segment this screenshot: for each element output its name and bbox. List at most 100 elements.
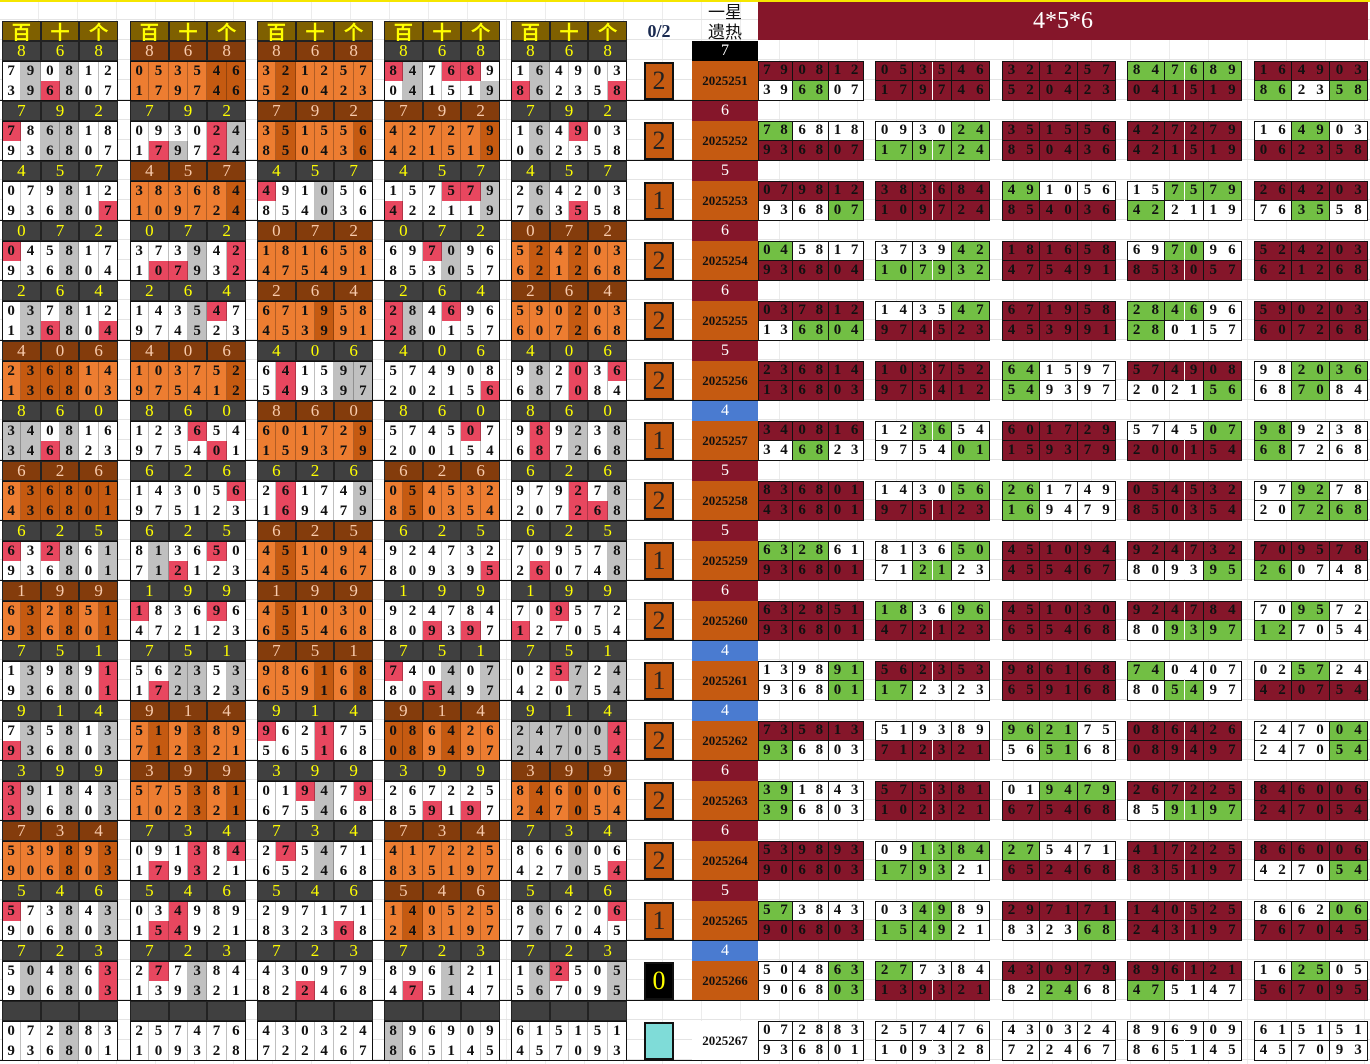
- digit-cell: 7: [40, 301, 60, 321]
- result-digit-cell: 2: [970, 261, 990, 281]
- result-digit-cell: 4: [1059, 261, 1078, 281]
- result-digit-cell: 9: [932, 241, 952, 261]
- digit-cell: 2: [569, 481, 589, 501]
- result-digit-cell: 9: [775, 801, 794, 821]
- digit-cell: 7: [569, 661, 589, 681]
- digit-cell: 4: [353, 541, 373, 561]
- digit-cell: 4: [315, 501, 335, 521]
- digit-cell: 8: [607, 141, 627, 161]
- digit-cell: 9: [2, 261, 22, 281]
- result-digit-cell: 0: [894, 361, 914, 381]
- result-digit-cell: 8: [1349, 501, 1368, 521]
- result-digit-cell: 1: [1040, 481, 1059, 501]
- digit-cell: 1: [2, 381, 22, 401]
- digit-cell: 8: [60, 241, 80, 261]
- result-digit-cell: 1: [1021, 781, 1040, 801]
- result-digit-cell: 1: [1040, 601, 1059, 621]
- digit-cell: 7: [480, 681, 500, 701]
- result-digit-cell: 6: [1349, 361, 1368, 381]
- digit-cell: 2: [207, 141, 227, 161]
- digit-cell: 3: [569, 81, 589, 101]
- digit-cell: 8: [60, 421, 80, 441]
- digit-cell: 0: [569, 361, 589, 381]
- column-header: 十: [422, 21, 462, 44]
- digit-cell: 9: [2, 1041, 22, 1061]
- digit-cell: 9: [442, 361, 462, 381]
- result-digit-cell: 2: [1311, 421, 1330, 441]
- result-digit-cell: 8: [811, 901, 829, 921]
- digit-cell: 0: [2, 1021, 22, 1041]
- result-digit-cell: 8: [811, 201, 829, 221]
- result-digit-cell: 4: [894, 301, 914, 321]
- result-digit-cell: 7: [1021, 301, 1040, 321]
- digit-cell: 8: [384, 681, 404, 701]
- period-header-digit: 0: [461, 401, 500, 421]
- period-header-digit: 3: [511, 761, 550, 781]
- result-digit-cell: 5: [1002, 81, 1021, 101]
- digit-cell: 9: [2, 681, 22, 701]
- column-header: 百: [130, 21, 169, 44]
- result-digit-cell: 9: [828, 661, 847, 681]
- period-header-digit: 8: [461, 41, 500, 61]
- digit-cell: 6: [226, 1021, 246, 1041]
- digit-cell: 9: [569, 61, 589, 81]
- yire-value: [692, 1001, 758, 1021]
- result-digit-cell: 6: [1040, 661, 1059, 681]
- digit-cell: 1: [98, 621, 118, 641]
- digit-cell: 4: [98, 321, 118, 341]
- result-digit-cell: 9: [758, 981, 776, 1001]
- period-header-digit: 2: [334, 101, 373, 121]
- result-digit-cell: 4: [846, 321, 864, 341]
- result-digit-cell: 0: [1273, 601, 1292, 621]
- digit-cell: 3: [276, 961, 296, 981]
- digit-cell: 7: [422, 781, 442, 801]
- digit-cell: 7: [334, 961, 354, 981]
- column-header: 百: [384, 21, 423, 44]
- result-digit-cell: 6: [1146, 781, 1166, 801]
- result-digit-cell: 5: [1292, 1021, 1311, 1041]
- result-digit-cell: 3: [1184, 501, 1204, 521]
- result-digit-cell: 8: [1097, 241, 1116, 261]
- result-digit-cell: 6: [1330, 501, 1349, 521]
- result-digit-cell: 2: [1146, 121, 1166, 141]
- digit-cell: 4: [403, 81, 423, 101]
- period-header-digit: 3: [461, 941, 500, 961]
- result-digit-cell: 0: [1097, 601, 1116, 621]
- digit-cell: 0: [188, 481, 208, 501]
- period-header-digit: 9: [40, 581, 80, 601]
- digit-cell: 4: [98, 261, 118, 281]
- digit-cell: 4: [511, 861, 531, 881]
- result-digit-cell: 5: [894, 61, 914, 81]
- digit-cell: 2: [569, 181, 589, 201]
- result-digit-cell: 7: [1292, 801, 1311, 821]
- result-digit-cell: 7: [1292, 321, 1311, 341]
- digit-cell: 3: [607, 241, 627, 261]
- result-digit-cell: 2: [1127, 301, 1147, 321]
- result-digit-cell: 5: [951, 421, 971, 441]
- row-divider: [0, 460, 760, 461]
- result-digit-cell: 5: [951, 481, 971, 501]
- result-digit-cell: 1: [875, 921, 895, 941]
- result-digit-cell: 6: [1254, 441, 1273, 461]
- period-header-digit: 0: [422, 341, 462, 361]
- result-digit-cell: 6: [1222, 301, 1242, 321]
- period-header-digit: 8: [2, 41, 41, 61]
- digit-cell: 6: [403, 1041, 423, 1061]
- digit-cell: 4: [315, 621, 335, 641]
- result-digit-cell: 0: [758, 301, 776, 321]
- digit-cell: 6: [40, 81, 60, 101]
- digit-cell: 4: [315, 1041, 335, 1061]
- result-digit-cell: 1: [1184, 441, 1204, 461]
- digit-cell: 6: [188, 541, 208, 561]
- result-digit-cell: 3: [913, 181, 933, 201]
- digit-cell: 5: [334, 241, 354, 261]
- result-digit-cell: 9: [1222, 181, 1242, 201]
- period-header-digit: 6: [207, 881, 246, 901]
- digit-cell: 2: [168, 661, 188, 681]
- digit-cell: 7: [549, 1041, 569, 1061]
- zero-two-count: 2: [644, 362, 674, 400]
- result-digit-cell: 7: [1165, 61, 1185, 81]
- digit-cell: 9: [2, 981, 22, 1001]
- period-header-digit: 7: [588, 161, 627, 181]
- digit-cell: 0: [149, 261, 169, 281]
